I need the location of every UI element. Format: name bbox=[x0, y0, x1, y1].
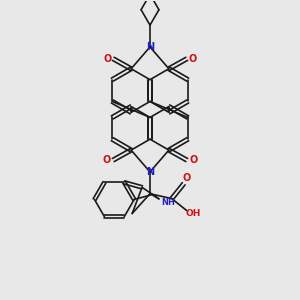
Text: NH: NH bbox=[161, 198, 175, 207]
Text: OH: OH bbox=[186, 209, 201, 218]
Text: O: O bbox=[188, 54, 197, 64]
Text: N: N bbox=[146, 167, 154, 177]
Text: O: O bbox=[102, 155, 110, 165]
Text: O: O bbox=[190, 155, 198, 165]
Text: O: O bbox=[182, 173, 191, 183]
Text: N: N bbox=[146, 42, 154, 52]
Text: O: O bbox=[103, 54, 112, 64]
